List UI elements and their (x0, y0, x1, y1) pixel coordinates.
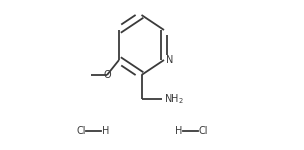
Text: N: N (166, 55, 174, 65)
Text: NH$_2$: NH$_2$ (164, 92, 184, 106)
Text: Cl: Cl (199, 126, 208, 135)
Text: O: O (103, 70, 111, 80)
Text: Cl: Cl (76, 126, 86, 135)
Text: H: H (102, 126, 109, 135)
Text: H: H (174, 126, 182, 135)
